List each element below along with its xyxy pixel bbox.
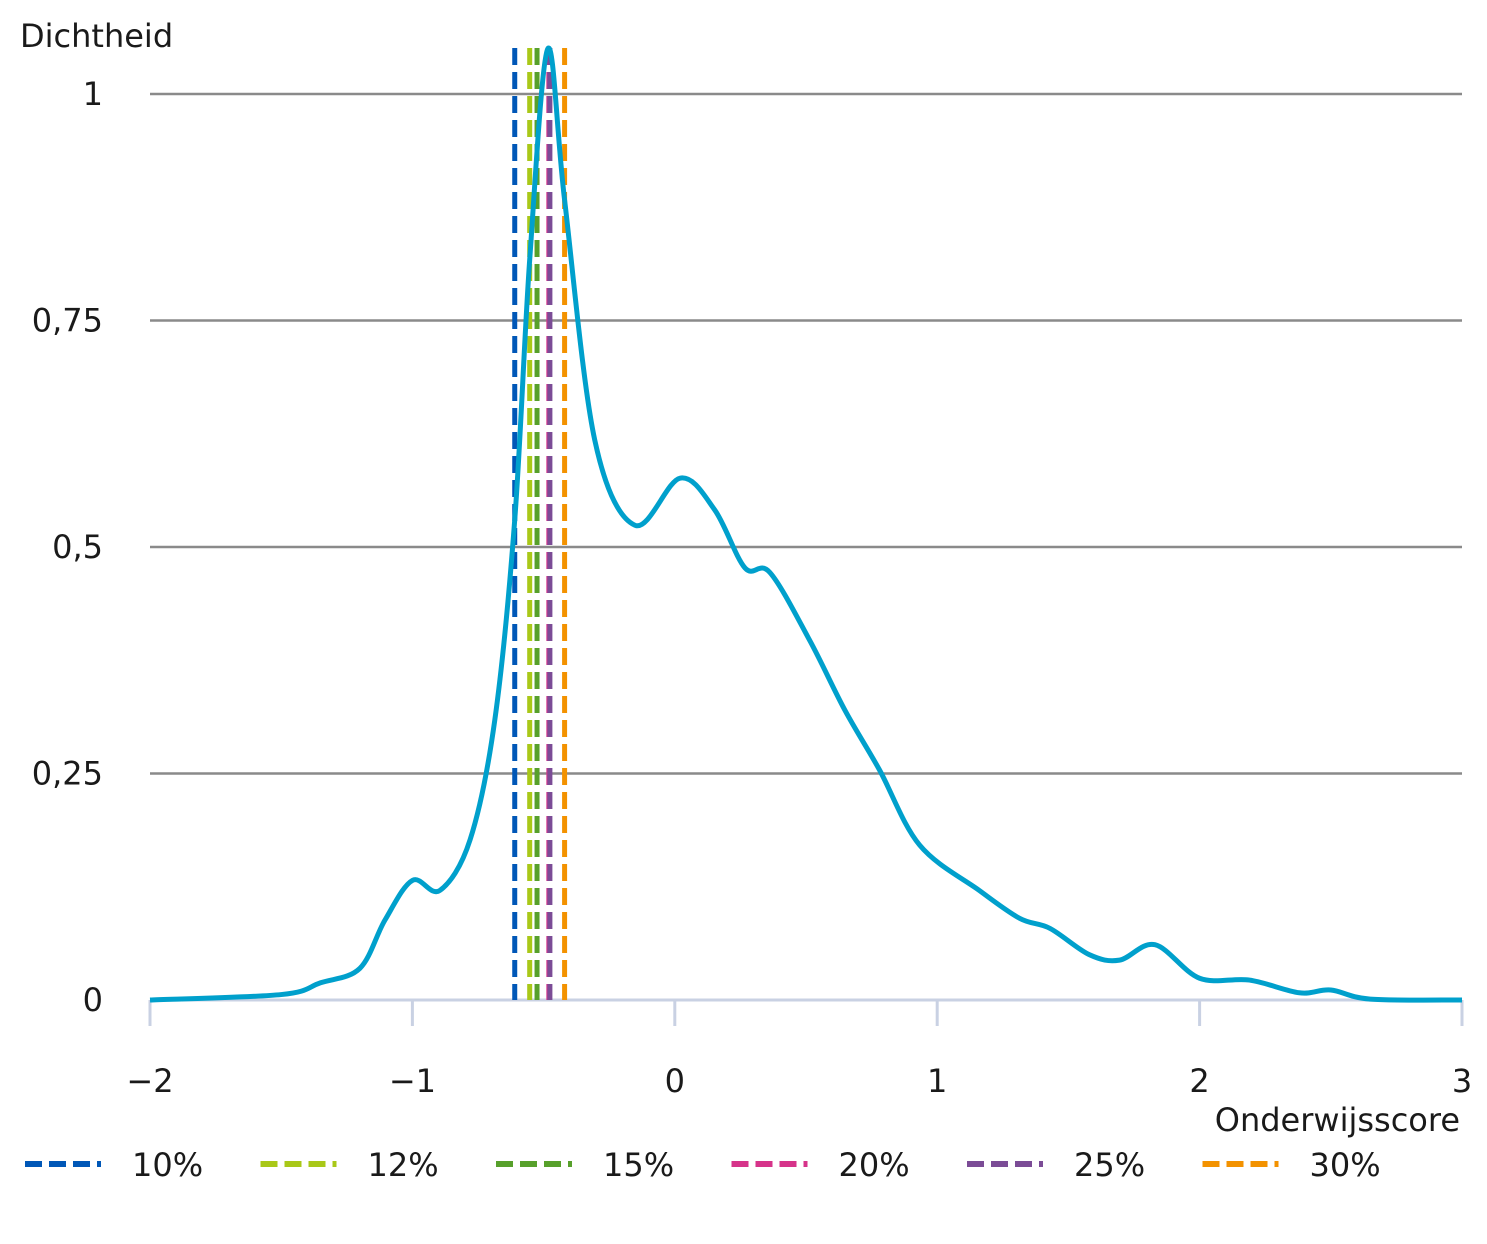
x-tick-label: 0	[665, 1062, 685, 1100]
gridlines	[150, 92, 1462, 775]
y-tick-label: 0,75	[32, 302, 103, 340]
y-axis-ticks: 0 0,25 0,5 0,75 1	[32, 75, 103, 1019]
legend-label: 10%	[132, 1146, 203, 1184]
x-tick-label: 3	[1452, 1062, 1472, 1100]
legend-label: 20%	[839, 1146, 910, 1184]
legend-label: 30%	[1310, 1146, 1381, 1184]
legend: 10% 12% 15% 20% 25% 30%	[25, 1146, 1381, 1184]
y-axis-label: Dichtheid	[20, 17, 173, 55]
density-curve-group	[149, 45, 1463, 1003]
y-tick-label: 0	[83, 981, 103, 1019]
y-tick-label: 0,5	[52, 528, 103, 566]
legend-label: 25%	[1074, 1146, 1145, 1184]
density-curve	[149, 45, 1463, 1003]
x-tick-label: −2	[126, 1062, 173, 1100]
y-tick-label: 0,25	[32, 755, 103, 793]
y-tick-label: 1	[83, 75, 103, 113]
x-axis-label: Onderwijsscore	[1215, 1101, 1460, 1139]
x-tick-label: 1	[927, 1062, 947, 1100]
threshold-lines	[512, 48, 568, 1000]
x-tick-label: −1	[389, 1062, 436, 1100]
x-tick-label: 2	[1189, 1062, 1209, 1100]
x-axis: −2 −1 0 1 2 3	[126, 998, 1472, 1100]
legend-label: 12%	[368, 1146, 439, 1184]
legend-label: 15%	[603, 1146, 674, 1184]
